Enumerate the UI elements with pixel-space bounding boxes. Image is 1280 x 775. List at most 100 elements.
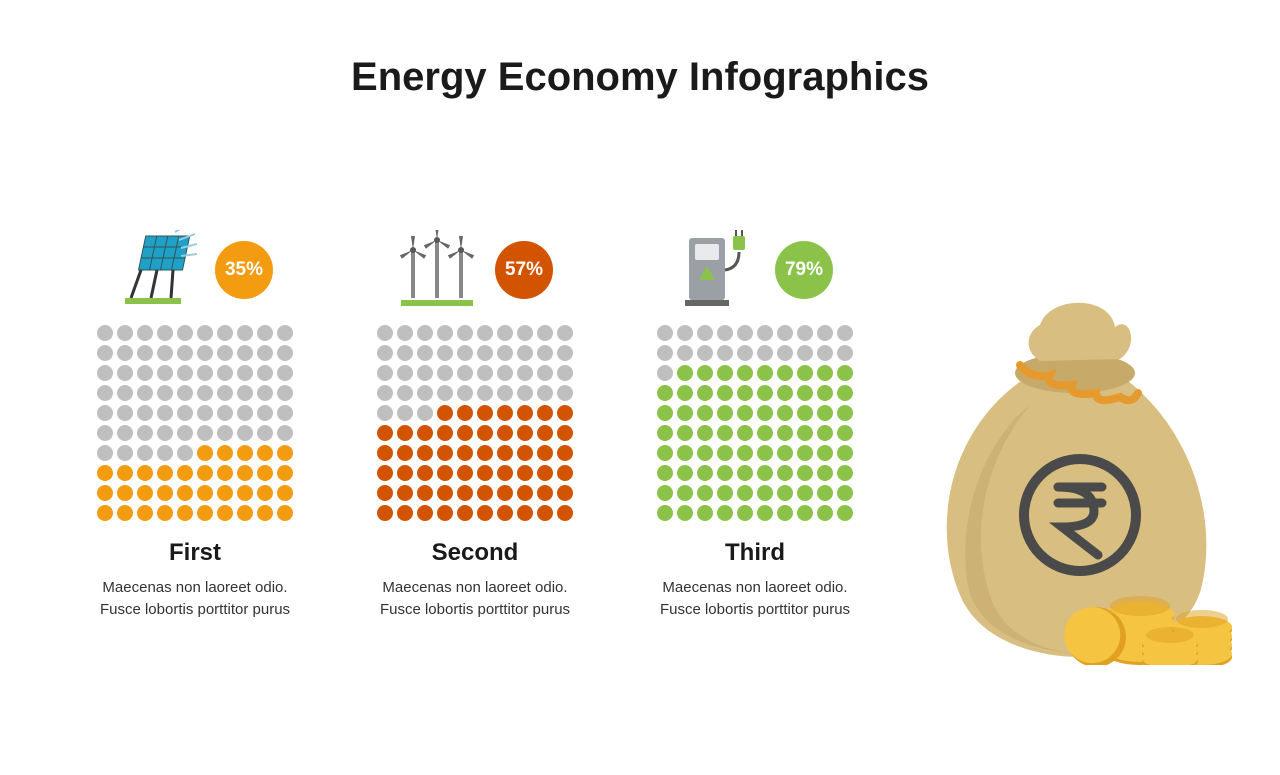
dot [497, 485, 513, 501]
dot [657, 385, 673, 401]
dot [537, 325, 553, 341]
dot [677, 485, 693, 501]
wind-icon-wrap [397, 230, 477, 310]
dot [777, 365, 793, 381]
dot [157, 465, 173, 481]
dot [417, 445, 433, 461]
dot [737, 425, 753, 441]
dot [817, 445, 833, 461]
ev-icon-wrap [677, 230, 757, 310]
dot [537, 385, 553, 401]
dot [677, 445, 693, 461]
dot [537, 365, 553, 381]
dot [477, 505, 493, 521]
dot [817, 345, 833, 361]
dot [177, 405, 193, 421]
dot [737, 325, 753, 341]
dot [257, 485, 273, 501]
dot-grid [657, 325, 853, 521]
dot [217, 365, 233, 381]
dot [557, 505, 573, 521]
dot [777, 485, 793, 501]
dot [697, 445, 713, 461]
dot [797, 385, 813, 401]
percent-badge: 79% [775, 241, 833, 299]
dot [237, 505, 253, 521]
dot [377, 505, 393, 521]
dot [657, 465, 673, 481]
dot [657, 445, 673, 461]
dot [717, 385, 733, 401]
dot [537, 485, 553, 501]
dot [757, 345, 773, 361]
dot [817, 505, 833, 521]
dot [237, 365, 253, 381]
dot [157, 345, 173, 361]
dot [717, 445, 733, 461]
dot [557, 425, 573, 441]
dot [437, 465, 453, 481]
dot [697, 425, 713, 441]
dot [497, 325, 513, 341]
dot [397, 505, 413, 521]
dot [377, 345, 393, 361]
dot [97, 365, 113, 381]
dot [257, 385, 273, 401]
dot [497, 445, 513, 461]
dot [177, 385, 193, 401]
dot [177, 425, 193, 441]
dot [177, 505, 193, 521]
dot [137, 445, 153, 461]
dot [397, 345, 413, 361]
dot [717, 325, 733, 341]
dot [237, 345, 253, 361]
dot [757, 325, 773, 341]
dot [697, 385, 713, 401]
dot [377, 405, 393, 421]
columns-container: 35% First Maecenas non laoreet odio. Fusce… [85, 225, 865, 621]
percent-badge: 57% [495, 241, 553, 299]
dot [657, 485, 673, 501]
dot [817, 425, 833, 441]
dot [797, 485, 813, 501]
dot [137, 405, 153, 421]
dot [377, 365, 393, 381]
dot [197, 345, 213, 361]
dot [217, 465, 233, 481]
dot [837, 345, 853, 361]
dot [517, 405, 533, 421]
dot [237, 465, 253, 481]
dot [197, 425, 213, 441]
dot [257, 365, 273, 381]
column-label: First [169, 539, 221, 567]
icon-row: 35% [117, 225, 273, 315]
dot [757, 365, 773, 381]
dot [117, 325, 133, 341]
dot [157, 425, 173, 441]
dot [517, 465, 533, 481]
dot [757, 465, 773, 481]
dot [217, 325, 233, 341]
dot [557, 485, 573, 501]
dot [477, 405, 493, 421]
dot [437, 365, 453, 381]
dot [817, 485, 833, 501]
dot [377, 445, 393, 461]
dot [557, 465, 573, 481]
dot [137, 325, 153, 341]
dot [437, 425, 453, 441]
dot [497, 405, 513, 421]
dot [677, 345, 693, 361]
dot [237, 445, 253, 461]
dot [737, 445, 753, 461]
column-description: Maecenas non laoreet odio. Fusce loborti… [365, 577, 585, 621]
dot [677, 465, 693, 481]
dot [137, 345, 153, 361]
dot [417, 485, 433, 501]
dot [217, 385, 233, 401]
dot [497, 365, 513, 381]
dot [477, 345, 493, 361]
column-label: Third [725, 539, 785, 567]
dot [497, 505, 513, 521]
dot [737, 385, 753, 401]
